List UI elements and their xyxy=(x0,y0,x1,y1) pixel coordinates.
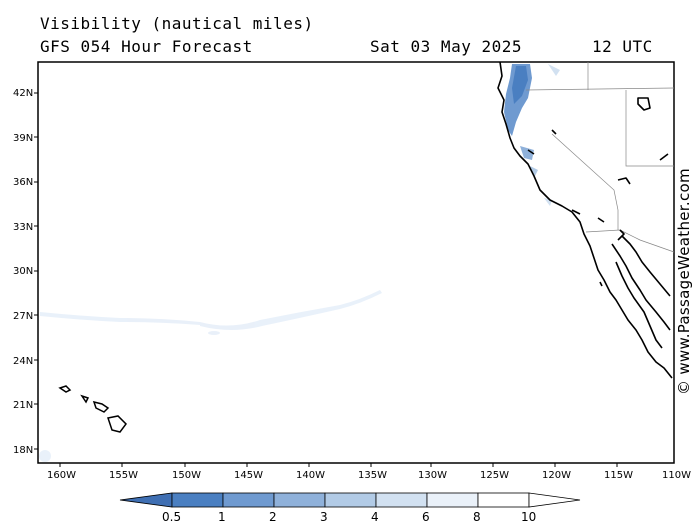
lon-label: 115W xyxy=(604,470,633,481)
coastline xyxy=(497,61,673,379)
lon-label: 135W xyxy=(358,470,387,481)
legend-swatch xyxy=(426,492,479,508)
forecast-date: Sat 03 May 2025 xyxy=(370,37,522,56)
visibility-shading xyxy=(39,290,382,462)
lon-label: 110W xyxy=(662,470,691,481)
political-boundaries xyxy=(525,62,675,253)
lat-label: 21N xyxy=(13,400,33,411)
legend-swatch xyxy=(324,492,377,508)
legend-label: 6 xyxy=(422,510,430,524)
credit-watermark: © www.PassageWeather.com xyxy=(675,168,693,395)
legend-label: 1 xyxy=(218,510,226,524)
legend-left-arrow xyxy=(119,492,173,508)
lon-label: 120W xyxy=(542,470,571,481)
forecast-label: GFS 054 Hour Forecast xyxy=(40,37,253,56)
legend-swatch xyxy=(477,492,530,508)
lon-label: 125W xyxy=(480,470,509,481)
lon-label: 140W xyxy=(296,470,325,481)
legend-label: 4 xyxy=(371,510,379,524)
legend-right-arrow xyxy=(528,492,581,508)
hawaiian-islands xyxy=(58,385,127,433)
lat-label: 33N xyxy=(13,222,33,233)
legend-swatch xyxy=(222,492,275,508)
coastal-fog xyxy=(504,64,560,206)
legend-swatch xyxy=(273,492,326,508)
lon-label: 130W xyxy=(418,470,447,481)
latitude-axis: 42N 39N 36N 33N 30N 27N 24N 21N 18N xyxy=(13,88,38,456)
lon-label: 150W xyxy=(172,470,201,481)
visibility-legend: 0.5 1 2 3 4 6 8 10 xyxy=(119,492,581,524)
lat-label: 42N xyxy=(13,88,33,99)
legend-label: 0.5 xyxy=(162,510,181,524)
legend-label: 3 xyxy=(320,510,328,524)
legend-swatch xyxy=(375,492,428,508)
longitude-axis: 160W 155W 150W 145W 140W 135W 130W 125W … xyxy=(47,463,691,481)
lat-label: 30N xyxy=(13,266,33,277)
legend-swatch xyxy=(171,492,224,508)
legend-label: 2 xyxy=(269,510,277,524)
lat-label: 18N xyxy=(13,445,33,456)
legend-label: 10 xyxy=(521,510,536,524)
legend-label: 8 xyxy=(473,510,481,524)
lon-label: 145W xyxy=(234,470,263,481)
forecast-time: 12 UTC xyxy=(592,37,653,56)
lon-label: 155W xyxy=(109,470,138,481)
lon-label: 160W xyxy=(47,470,76,481)
lat-label: 36N xyxy=(13,177,33,188)
map-frame xyxy=(37,61,675,464)
lat-label: 39N xyxy=(13,133,33,144)
map-title: Visibility (nautical miles) xyxy=(40,14,314,33)
lat-label: 24N xyxy=(13,356,33,367)
lat-label: 27N xyxy=(13,311,33,322)
